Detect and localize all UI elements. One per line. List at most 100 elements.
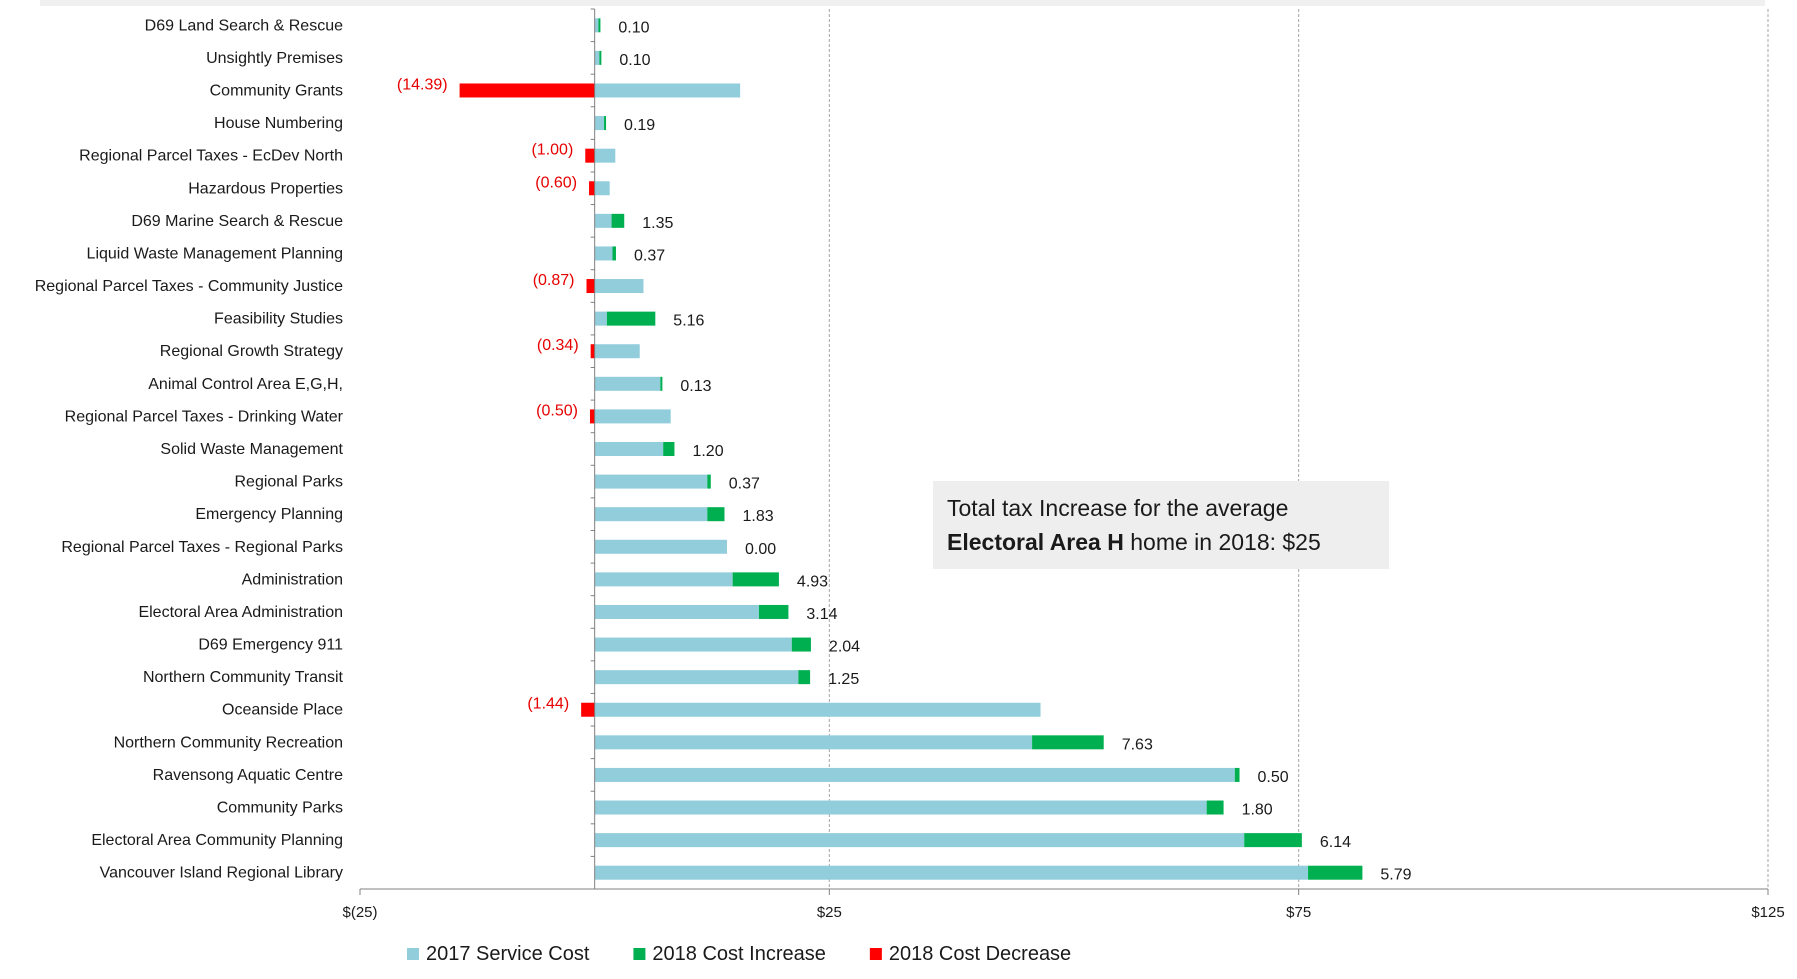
data-label: (1.00) — [531, 142, 573, 159]
data-label: 2.04 — [829, 639, 860, 656]
bar-service-2017 — [594, 702, 1041, 717]
category-label: Feasibility Studies — [214, 311, 343, 328]
bar-service-2017 — [594, 604, 759, 619]
bar-service-2017 — [594, 865, 1309, 880]
bar-decrease-2018 — [589, 409, 595, 424]
data-label: 1.35 — [642, 215, 673, 232]
note-line-1: Total tax Increase for the average — [947, 495, 1289, 521]
bars-layer — [459, 18, 1363, 880]
x-tick-label: $75 — [1286, 904, 1311, 921]
category-label: Regional Growth Strategy — [160, 343, 343, 360]
bar-service-2017 — [594, 507, 708, 522]
bar-service-2017 — [594, 442, 664, 456]
bar-service-2017 — [594, 18, 599, 33]
legend-label: 2018 Cost Increase — [652, 943, 825, 965]
bar-decrease-2018 — [585, 148, 595, 163]
bar-service-2017 — [594, 767, 1235, 782]
bar-service-2017 — [594, 344, 640, 359]
bar-service-2017 — [594, 670, 799, 685]
bar-increase-2018 — [660, 376, 663, 391]
data-label: 0.10 — [618, 19, 649, 36]
bar-increase-2018 — [732, 572, 779, 587]
category-label: Animal Control Area E,G,H, — [148, 376, 343, 393]
data-label: 0.13 — [680, 378, 711, 395]
bar-service-2017 — [594, 539, 728, 554]
category-label: Electoral Area Community Planning — [91, 832, 343, 849]
data-label: 0.37 — [634, 247, 665, 264]
x-tick-label: $(25) — [342, 904, 377, 921]
x-tick-label: $125 — [1751, 904, 1784, 921]
bar-service-2017 — [594, 474, 708, 489]
category-label: House Numbering — [214, 115, 343, 132]
category-label: Community Grants — [210, 82, 343, 99]
legend: 2017 Service Cost 2018 Cost Increase 2018 … — [407, 943, 1071, 965]
category-label: Unsightly Premises — [206, 50, 343, 67]
bar-service-2017 — [594, 50, 600, 65]
bar-decrease-2018 — [590, 344, 595, 359]
bar-increase-2018 — [758, 604, 789, 619]
category-label: D69 Emergency 911 — [198, 637, 343, 654]
bar-increase-2018 — [1244, 833, 1302, 848]
category-label: D69 Marine Search & Rescue — [131, 213, 343, 230]
category-label: D69 Land Search & Rescue — [145, 17, 343, 34]
bar-increase-2018 — [798, 670, 811, 685]
bar-service-2017 — [594, 116, 605, 131]
category-label: Northern Community Recreation — [114, 734, 343, 751]
category-label: Emergency Planning — [195, 506, 343, 523]
bar-service-2017 — [594, 148, 616, 163]
bar-increase-2018 — [1032, 735, 1104, 750]
data-label: 0.37 — [729, 476, 760, 493]
category-label: Regional Parcel Taxes - EcDev North — [79, 148, 343, 165]
data-label: 1.80 — [1242, 802, 1273, 819]
data-label: 0.00 — [745, 541, 776, 558]
data-label: (0.87) — [533, 272, 575, 289]
bar-increase-2018 — [606, 311, 656, 326]
bar-increase-2018 — [1206, 800, 1224, 815]
data-label: 1.83 — [742, 508, 773, 525]
category-label: Regional Parcel Taxes - Drinking Water — [65, 408, 344, 425]
legend-label: 2017 Service Cost — [426, 943, 590, 965]
data-label: 3.14 — [806, 606, 837, 623]
bar-increase-2018 — [612, 246, 616, 261]
note-bold-area: Electoral Area H — [947, 529, 1124, 555]
data-label: (14.39) — [397, 76, 448, 93]
bar-service-2017 — [594, 637, 792, 652]
category-label: Ravensong Aquatic Centre — [153, 767, 343, 784]
bar-increase-2018 — [707, 474, 711, 489]
bar-decrease-2018 — [586, 279, 595, 294]
category-label: Northern Community Transit — [143, 669, 344, 686]
bar-service-2017 — [594, 181, 610, 196]
bar-increase-2018 — [1308, 865, 1363, 880]
labels-layer: D69 Land Search & Rescue 0.10 Unsightly Pr… — [35, 17, 1412, 883]
bar-service-2017 — [594, 311, 607, 326]
bar-service-2017 — [594, 279, 644, 294]
bar-service-2017 — [594, 572, 733, 587]
data-label: (0.34) — [537, 337, 579, 354]
legend-swatch — [869, 948, 882, 960]
bar-service-2017 — [594, 800, 1207, 815]
bar-service-2017 — [594, 213, 612, 228]
bar-increase-2018 — [604, 116, 607, 131]
data-label: 1.20 — [692, 443, 723, 460]
bar-increase-2018 — [599, 50, 602, 65]
data-label: 5.16 — [673, 313, 704, 330]
bar-service-2017 — [594, 246, 613, 261]
bar-service-2017 — [594, 83, 741, 98]
bar-decrease-2018 — [581, 702, 595, 717]
category-label: Oceanside Place — [222, 702, 343, 719]
bar-decrease-2018 — [459, 83, 595, 98]
category-label: Administration — [242, 571, 343, 588]
note-line-2: home in 2018: $25 — [1123, 529, 1321, 555]
bar-increase-2018 — [707, 507, 725, 522]
data-label: 5.79 — [1380, 867, 1411, 884]
data-label: 0.50 — [1258, 769, 1289, 786]
category-label: Hazardous Properties — [188, 180, 343, 197]
bar-increase-2018 — [611, 213, 625, 228]
bar-increase-2018 — [791, 637, 811, 652]
category-label: Electoral Area Administration — [138, 604, 343, 621]
category-label: Regional Parks — [235, 474, 344, 491]
total-tax-note: Total tax Increase for the average Elect… — [933, 481, 1389, 569]
data-label: (1.44) — [527, 696, 569, 713]
